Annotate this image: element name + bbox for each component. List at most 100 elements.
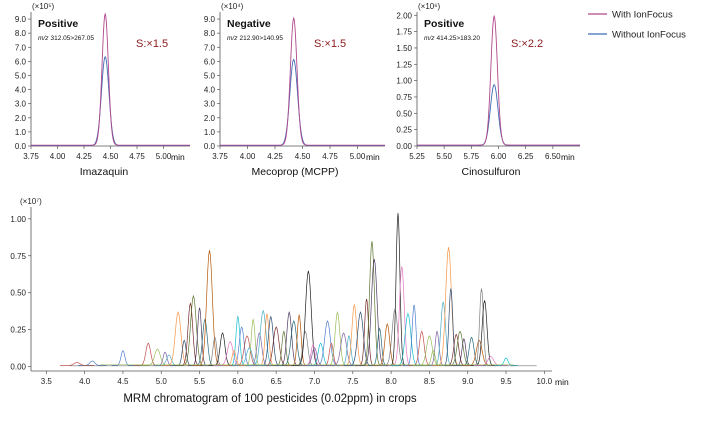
y-tick-label: 1.25 xyxy=(396,60,412,69)
y-tick-label: 2.0 xyxy=(15,114,27,123)
panel-cinosulfuron: (×10⁶) Positive m/z 414.25>183.20 S:×2.2 … xyxy=(396,2,580,178)
x-tick-label: 7.0 xyxy=(309,377,321,386)
chromatogram-peak xyxy=(473,356,508,366)
legend-label-with: With IonFocus xyxy=(612,10,673,21)
series-line xyxy=(417,14,580,146)
x-tick-label: 3.75 xyxy=(23,152,39,161)
x-tick-label: 4.00 xyxy=(240,152,256,161)
chromatogram-peak xyxy=(255,313,279,366)
y-tick-label: 0.00 xyxy=(10,363,26,372)
mz-value: 212.90>140.95 xyxy=(239,35,283,42)
chromatogram-peak xyxy=(494,357,518,366)
y-tick-label: 6.0 xyxy=(15,57,27,66)
chromatogram-peak xyxy=(402,304,426,366)
chromatogram-peak xyxy=(161,311,196,366)
chromatogram-peak xyxy=(232,347,267,366)
chart-title: MRM chromatogram of 100 pesticides (0.02… xyxy=(123,393,417,405)
panel-mrm: (×10⁷) min MRM chromatogram of 100 pesti… xyxy=(10,197,569,405)
compound-label: Imazaquin xyxy=(80,166,129,178)
x-unit-label: min xyxy=(555,377,569,387)
chromatogram-peak xyxy=(323,310,352,366)
y-tick-label: 8.0 xyxy=(15,29,27,38)
y-tick-label: 0.0 xyxy=(204,142,216,151)
exponent-label: (×10⁵) xyxy=(32,2,55,11)
chromatogram-peak xyxy=(192,250,227,366)
x-tick-label: 5.5 xyxy=(194,377,206,386)
x-tick-label: 4.75 xyxy=(322,152,338,161)
chromatogram-peak xyxy=(172,339,196,366)
mz-label: m/z 312.05>267.05 xyxy=(38,35,94,42)
x-tick-label: 6.50 xyxy=(545,152,561,161)
x-tick-label: 7.5 xyxy=(347,377,359,386)
x-tick-label: 3.5 xyxy=(41,377,53,386)
y-tick-label: 1.0 xyxy=(204,128,216,137)
x-tick-label: 5.25 xyxy=(409,152,425,161)
chromatogram-peak xyxy=(59,362,94,366)
sensitivity-label: S:×2.2 xyxy=(511,38,543,50)
series-line xyxy=(31,12,190,146)
chromatogram-peak xyxy=(357,258,392,366)
x-tick-label: 5.00 xyxy=(156,152,172,161)
x-unit-label: min xyxy=(171,152,185,162)
x-tick-label: 9.5 xyxy=(500,377,512,386)
compound-label: Mecoprop (MCPP) xyxy=(252,166,339,178)
x-tick-label: 8.5 xyxy=(424,377,436,386)
chromatogram-peak xyxy=(222,350,246,366)
y-tick-label: 7.0 xyxy=(204,43,216,52)
y-tick-label: 1.50 xyxy=(396,44,412,53)
y-tick-label: 1.0 xyxy=(15,128,27,137)
y-tick-label: 5.0 xyxy=(15,71,27,80)
x-tick-label: 9.0 xyxy=(462,377,474,386)
chromatogram-peak xyxy=(421,350,445,366)
x-tick-label: 5.75 xyxy=(464,152,480,161)
series-line xyxy=(31,55,190,147)
x-tick-label: 6.25 xyxy=(518,152,534,161)
legend: With IonFocus Without IonFocus xyxy=(588,10,686,41)
x-tick-label: 3.75 xyxy=(212,152,228,161)
panel-imazaquin: (×10⁵) Positive m/z 312.05>267.05 S:×1.5 … xyxy=(15,2,190,178)
mz-prefix: m/z xyxy=(424,35,435,42)
chromatogram-peak xyxy=(470,288,493,366)
y-tick-label: 9.0 xyxy=(204,15,216,24)
mode-label: Positive xyxy=(38,18,78,30)
y-tick-label: 1.75 xyxy=(396,28,412,37)
mode-label: Positive xyxy=(424,18,464,30)
y-tick-label: 7.0 xyxy=(15,43,27,52)
y-tick-label: 4.0 xyxy=(204,86,216,95)
x-tick-label: 4.0 xyxy=(79,377,91,386)
mz-prefix: m/z xyxy=(227,35,238,42)
y-tick-label: 0.50 xyxy=(396,109,412,118)
y-tick-label: 0.75 xyxy=(396,93,412,102)
y-tick-label: 1.00 xyxy=(10,215,26,224)
y-tick-label: 3.0 xyxy=(204,100,216,109)
y-tick-label: 4.0 xyxy=(15,86,27,95)
legend-label-without: Without IonFocus xyxy=(612,30,686,41)
y-tick-label: 1.00 xyxy=(396,77,412,86)
y-tick-label: 2.0 xyxy=(204,114,216,123)
exponent-label: (×10⁷) xyxy=(20,197,42,206)
x-tick-label: 4.50 xyxy=(295,152,311,161)
mz-value: 312.05>267.05 xyxy=(50,35,94,42)
y-tick-label: 0.0 xyxy=(15,142,27,151)
x-tick-label: 8.0 xyxy=(386,377,398,386)
x-unit-label: min xyxy=(366,152,380,162)
series-line xyxy=(220,58,385,147)
x-tick-label: 4.5 xyxy=(117,377,129,386)
mz-value: 414.25>183.20 xyxy=(436,35,480,42)
compound-label: Cinosulfuron xyxy=(462,166,521,178)
chromatogram-peak xyxy=(133,342,163,366)
x-tick-label: 4.25 xyxy=(267,152,283,161)
y-tick-label: 0.25 xyxy=(10,326,26,335)
x-tick-label: 6.5 xyxy=(271,377,283,386)
chromatogram-peak xyxy=(439,288,463,366)
x-tick-label: 4.50 xyxy=(103,152,119,161)
chromatogram-peak xyxy=(140,348,175,366)
series-line xyxy=(417,84,580,146)
x-tick-label: 4.25 xyxy=(76,152,92,161)
x-tick-label: 5.00 xyxy=(350,152,366,161)
exponent-label: (×10⁶) xyxy=(418,2,441,11)
x-tick-label: 10.0 xyxy=(537,377,553,386)
x-tick-label: 6.0 xyxy=(232,377,244,386)
